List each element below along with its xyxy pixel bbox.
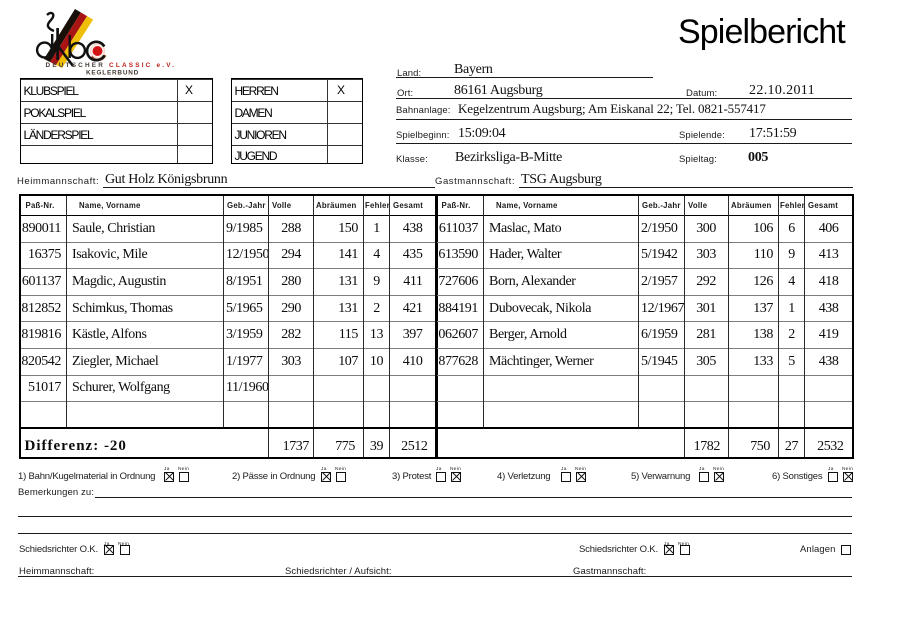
svg-text:KEGLERBUND: KEGLERBUND [86, 70, 139, 77]
svg-text:DEUTSCHER CLASSIC e.V.: DEUTSCHER CLASSIC e.V. [46, 62, 177, 69]
